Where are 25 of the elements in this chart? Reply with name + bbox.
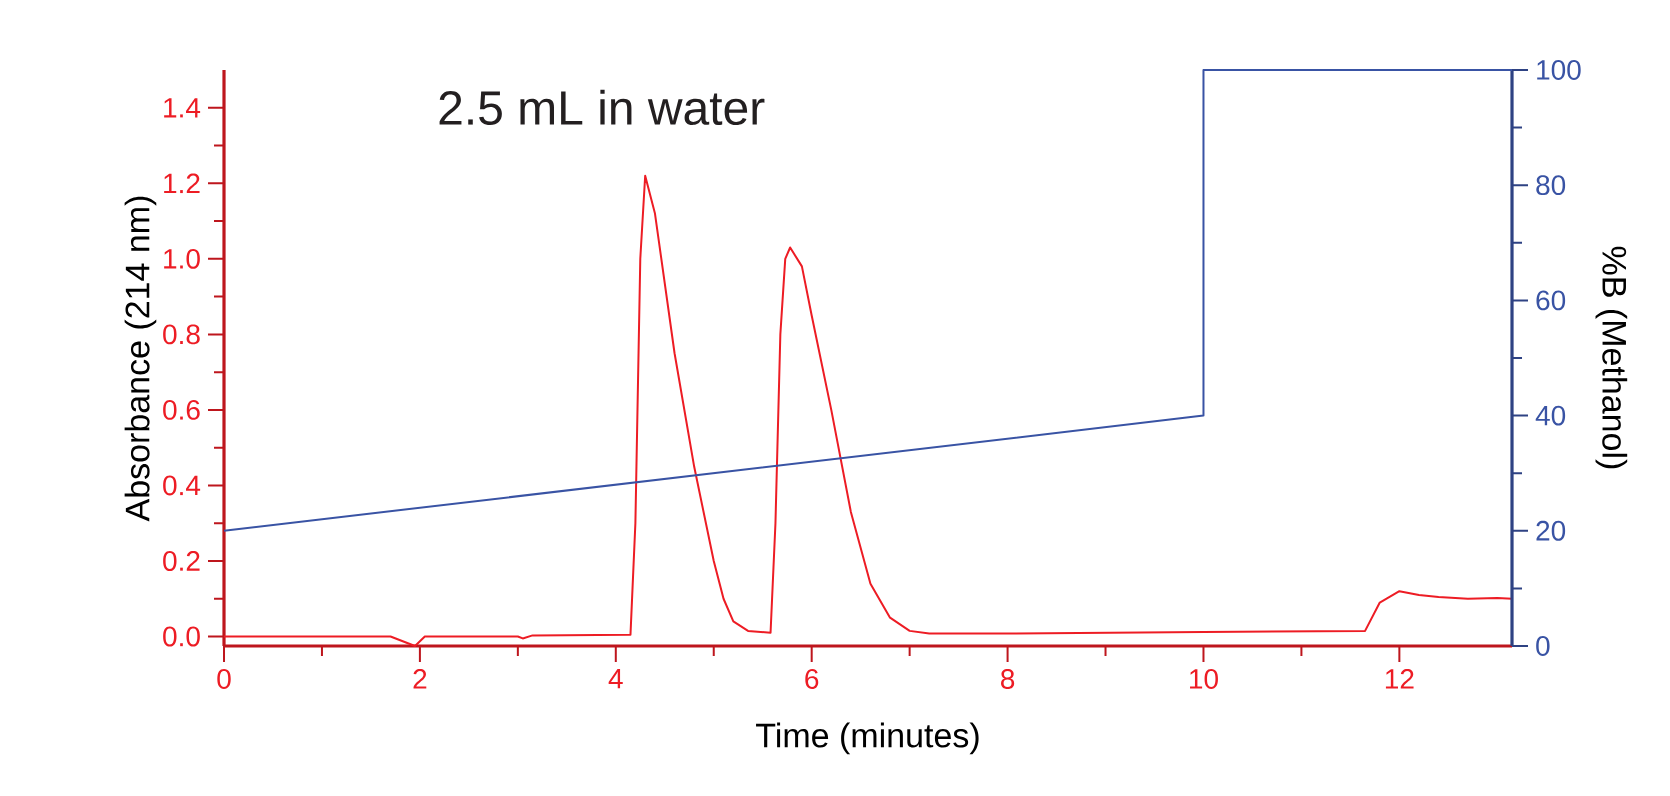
y2-tick-label: 60 — [1536, 290, 1566, 311]
y2-tick-label: 20 — [1536, 520, 1566, 541]
y-tick-label: 1.2 — [164, 173, 200, 194]
y-tick-label: 1.0 — [164, 248, 200, 269]
y-tick-label: 0.0 — [163, 626, 200, 647]
y-tick-label: 1.4 — [164, 98, 201, 118]
y-tick-label: 0.6 — [163, 399, 200, 420]
x-tick-label: 8 — [1001, 669, 1015, 689]
y-tick-label: 0.2 — [163, 551, 200, 571]
y2-tick-label: 0 — [1536, 636, 1550, 656]
y2-tick-label: 80 — [1536, 175, 1566, 196]
y2-tick-label: 100 — [1537, 60, 1581, 80]
x-tick-label: 12 — [1385, 669, 1414, 689]
x-tick-label: 4 — [608, 669, 623, 689]
x-axis-title: Time (minutes) — [756, 722, 979, 755]
y-tick-label: 0.4 — [163, 475, 201, 496]
y-tick-label: 0.8 — [163, 324, 200, 345]
y2-tick-label: 40 — [1535, 405, 1566, 426]
y2-axis-title: %B (Methanol) — [1595, 246, 1628, 469]
x-tick-label: 2 — [413, 669, 427, 689]
annotation: 2.5 mL in water — [439, 89, 765, 126]
x-tick-label: 0 — [217, 669, 231, 689]
y-axis-title: Absorbance (214 nm) — [124, 196, 157, 522]
x-tick-label: 6 — [805, 669, 819, 689]
x-tick-label: 10 — [1190, 669, 1218, 689]
